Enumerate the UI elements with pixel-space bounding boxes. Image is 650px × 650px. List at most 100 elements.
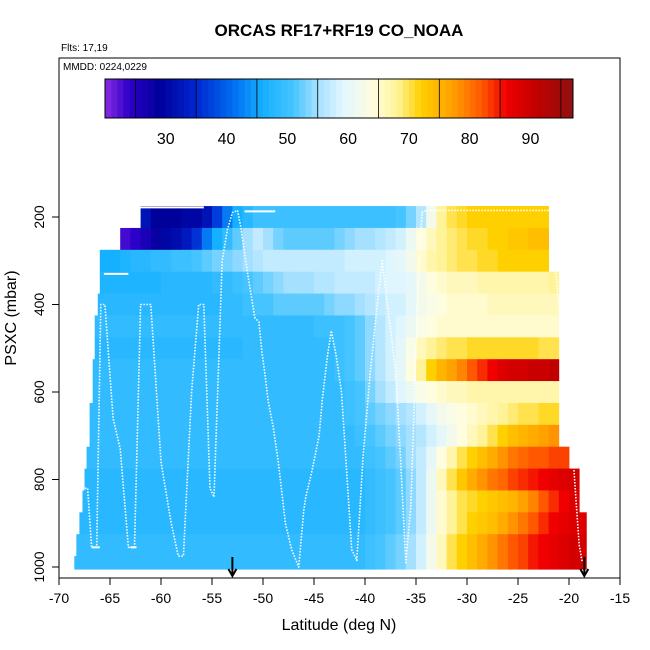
colorbar-swatch — [335, 79, 343, 118]
heatmap-cell — [426, 402, 437, 426]
heatmap-cell — [263, 512, 274, 535]
colorbar-tick-label: 80 — [461, 131, 479, 148]
heatmap-cell — [110, 424, 121, 448]
heatmap-cell — [538, 227, 549, 251]
dates-label: MMDD: 0224,0229 — [63, 62, 147, 73]
heatmap-cell — [84, 468, 90, 491]
colorbar-frame — [104, 78, 574, 119]
heatmap-cell — [426, 359, 437, 382]
heatmap-cell — [242, 249, 254, 273]
heatmap-cell — [487, 293, 498, 316]
heatmap-cell — [365, 446, 376, 469]
heatmap-cell — [538, 337, 549, 360]
heatmap-cell — [232, 293, 243, 316]
colorbar-swatch — [135, 79, 142, 118]
heatmap-cell — [181, 424, 192, 448]
heatmap-cell — [242, 315, 254, 338]
heatmap-cell — [538, 424, 549, 448]
heatmap-cell — [283, 271, 294, 294]
heatmap-cell — [242, 293, 254, 316]
heatmap-cell — [344, 249, 356, 273]
heatmap-cell — [120, 315, 131, 338]
heatmap-cell — [161, 293, 172, 316]
heatmap-cell — [467, 315, 478, 338]
heatmap-cell — [252, 227, 264, 251]
heatmap-cell — [395, 249, 407, 273]
heatmap-cell — [548, 271, 560, 294]
heatmap-cell — [273, 512, 284, 535]
heatmap-cell — [201, 490, 213, 513]
heatmap-cell — [303, 359, 315, 382]
heatmap-cell — [191, 468, 203, 491]
heatmap-cell — [354, 512, 366, 535]
heatmap-cell — [548, 315, 560, 338]
heatmap-cell — [507, 490, 519, 513]
heatmap-cell — [375, 446, 386, 469]
heatmap-cell — [487, 424, 498, 448]
heatmap-cell — [263, 534, 274, 557]
heatmap-cell — [120, 512, 131, 535]
colorbar-swatch — [238, 79, 246, 118]
heatmap-cell — [99, 337, 111, 360]
heatmap-cell — [518, 468, 529, 491]
heatmap-cell — [314, 271, 325, 294]
heatmap-cell — [201, 424, 213, 448]
heatmap-cell — [283, 468, 294, 491]
heatmap-cell — [97, 293, 101, 316]
heatmap-cell — [354, 490, 366, 513]
colorbar-swatch — [378, 79, 385, 118]
heatmap-cell — [365, 271, 376, 294]
heatmap-cell — [518, 446, 529, 469]
heatmap-cell — [252, 556, 264, 570]
colorbar-swatch — [147, 79, 154, 118]
heatmap-cell — [191, 227, 203, 251]
heatmap-cell — [171, 556, 182, 570]
heatmap-cell — [497, 446, 509, 469]
heatmap-cell — [528, 402, 539, 426]
heatmap-cell — [497, 249, 509, 273]
heatmap-cell — [385, 446, 396, 469]
heatmap-cell — [314, 402, 325, 426]
heatmap-cell — [314, 490, 325, 513]
heatmap-cell — [518, 206, 529, 229]
heatmap-cell — [252, 337, 264, 360]
heatmap-cell — [487, 534, 498, 557]
colorbar-swatch — [554, 79, 562, 118]
heatmap-cell — [385, 512, 396, 535]
heatmap-cell — [518, 293, 529, 316]
heatmap-cell — [191, 271, 203, 294]
heatmap-cell — [405, 249, 417, 273]
heatmap-cell — [273, 402, 284, 426]
heatmap-cell — [487, 490, 498, 513]
heatmap-cell — [181, 227, 192, 251]
colorbar-swatch — [530, 79, 537, 118]
colorbar-swatch — [177, 79, 185, 118]
heatmap-cell — [497, 490, 509, 513]
heatmap-cell — [375, 556, 386, 570]
colorbar-swatch — [348, 79, 355, 118]
heatmap-cell — [405, 402, 417, 426]
x-tick-label: -60 — [151, 590, 171, 606]
heatmap-cell — [94, 337, 101, 360]
heatmap-cell — [212, 359, 223, 382]
heatmap-cell — [354, 359, 366, 382]
heatmap-cell — [334, 249, 345, 273]
heatmap-cell — [303, 271, 315, 294]
heatmap-cell — [446, 337, 458, 360]
heatmap-cell — [171, 271, 182, 294]
heatmap-cell — [120, 490, 131, 513]
heatmap-cell — [497, 381, 509, 404]
colorbar: 30 40 50 60 70 80 90 — [104, 78, 574, 148]
heatmap-cell — [385, 556, 396, 570]
colorbar-swatch — [433, 79, 440, 118]
heatmap-cell — [497, 315, 509, 338]
heatmap-cell — [354, 337, 366, 360]
heatmap-cell — [314, 468, 325, 491]
heatmap-cell — [150, 402, 162, 426]
heatmap-cell — [110, 556, 121, 570]
heatmap-cell — [446, 359, 458, 382]
heatmap-cell — [314, 446, 325, 469]
heatmap-cell — [140, 402, 152, 426]
heatmap-cell — [354, 424, 366, 448]
heatmap-cell — [487, 468, 498, 491]
